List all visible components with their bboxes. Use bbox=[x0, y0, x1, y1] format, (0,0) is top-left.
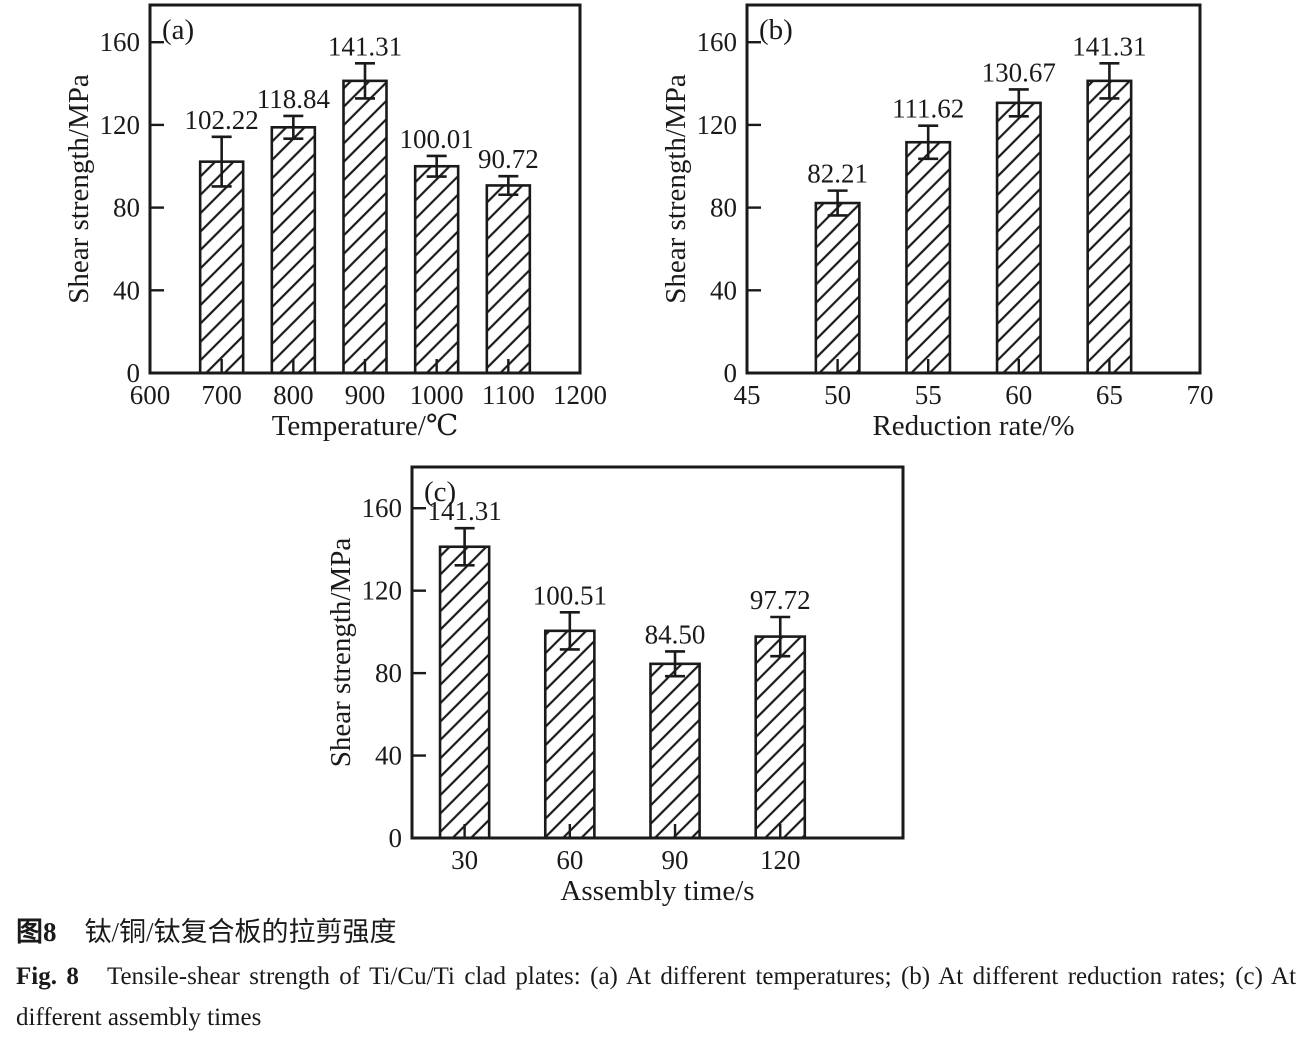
x-tick-label: 1200 bbox=[553, 380, 607, 410]
y-axis-title: Shear strength/MPa bbox=[330, 538, 357, 768]
x-tick-label: 90 bbox=[662, 845, 689, 875]
chart-b-reduction-rate: 82.21 111.62 130.67 141.31 45 50 55 60 65 70 0 40 80… bbox=[660, 3, 1214, 442]
y-axis-title: Shear strength/MPa bbox=[63, 74, 95, 304]
x-tick-label: 30 bbox=[451, 845, 478, 875]
bar bbox=[1086, 79, 1133, 375]
x-tick-label: 900 bbox=[345, 380, 386, 410]
bar-value-label: 141.31 bbox=[328, 31, 402, 61]
plot-frame bbox=[148, 3, 582, 375]
plot-frame bbox=[410, 465, 905, 840]
x-tick-label: 700 bbox=[201, 380, 242, 410]
bar-value-label: 118.84 bbox=[257, 84, 331, 114]
bar bbox=[438, 545, 491, 840]
x-tick-label: 45 bbox=[734, 380, 761, 410]
x-tick-label: 800 bbox=[273, 380, 314, 410]
x-tick-label: 60 bbox=[556, 845, 583, 875]
bar-value-label: 141.31 bbox=[427, 496, 501, 526]
chart-c-assembly-time: 141.31 100.51 84.50 97.72 30 60 90 120 0 40 80 120 1… bbox=[330, 465, 905, 907]
y-tick-label: 120 bbox=[100, 110, 141, 140]
panel-label: (c) bbox=[424, 476, 456, 508]
x-tick-label: 70 bbox=[1187, 380, 1214, 410]
figure-caption-en: Fig. 8 Tensile-shear strength of Ti/Cu/Ti… bbox=[16, 957, 1296, 1038]
bar bbox=[543, 629, 596, 840]
y-tick-label: 80 bbox=[375, 658, 402, 688]
bar-value-label: 82.21 bbox=[807, 159, 868, 189]
bar-value-label: 97.72 bbox=[750, 585, 811, 615]
figure-number-zh: 图8 bbox=[16, 917, 57, 947]
figure-number-en: Fig. 8 bbox=[16, 963, 79, 990]
bar bbox=[995, 101, 1042, 375]
x-tick-label: 1100 bbox=[482, 380, 535, 410]
bar bbox=[814, 201, 861, 375]
bar bbox=[270, 126, 317, 375]
y-tick-label: 120 bbox=[697, 110, 738, 140]
x-tick-label: 60 bbox=[1005, 380, 1032, 410]
y-tick-label: 160 bbox=[697, 27, 738, 57]
bar-value-label: 130.67 bbox=[982, 57, 1056, 87]
bar bbox=[413, 164, 460, 375]
panel-label: (b) bbox=[759, 14, 793, 46]
y-tick-label: 40 bbox=[710, 275, 737, 305]
plot-frame bbox=[745, 3, 1202, 375]
bar-value-label: 90.72 bbox=[478, 144, 539, 174]
bar-value-label: 84.50 bbox=[645, 619, 706, 649]
bar bbox=[905, 140, 952, 375]
x-tick-label: 55 bbox=[915, 380, 942, 410]
bar-value-label: 100.51 bbox=[533, 580, 607, 610]
bar bbox=[485, 184, 532, 375]
bar-value-label: 141.31 bbox=[1072, 31, 1146, 61]
y-tick-label: 80 bbox=[710, 193, 737, 223]
panel-label: (a) bbox=[162, 14, 194, 46]
x-tick-label: 1000 bbox=[410, 380, 464, 410]
y-axis-title: Shear strength/MPa bbox=[660, 74, 692, 304]
y-tick-label: 40 bbox=[375, 741, 402, 771]
x-axis-title: Assembly time/s bbox=[560, 875, 754, 907]
bar-value-label: 100.01 bbox=[400, 124, 474, 154]
y-tick-label: 120 bbox=[362, 576, 403, 606]
bar bbox=[754, 635, 807, 840]
x-axis-title: Temperature/℃ bbox=[272, 410, 459, 442]
bar-value-label: 102.22 bbox=[185, 105, 259, 135]
bar-value-label: 111.62 bbox=[892, 94, 964, 124]
bar bbox=[342, 79, 388, 375]
bar bbox=[198, 160, 245, 375]
y-tick-label: 160 bbox=[100, 27, 141, 57]
bar bbox=[649, 662, 701, 840]
x-axis-title: Reduction rate/% bbox=[872, 410, 1074, 442]
y-tick-label: 160 bbox=[362, 493, 403, 523]
x-tick-label: 120 bbox=[760, 845, 801, 875]
figure-caption-en-text: Tensile-shear strength of Ti/Cu/Ti clad … bbox=[16, 963, 1297, 1031]
y-tick-label: 80 bbox=[113, 193, 140, 223]
figure-caption-zh: 图8 钛/铜/钛复合板的拉剪强度 bbox=[16, 916, 1296, 950]
x-tick-label: 65 bbox=[1096, 380, 1123, 410]
y-tick-label: 40 bbox=[113, 275, 140, 305]
x-tick-label: 50 bbox=[824, 380, 851, 410]
y-tick-label: 0 bbox=[127, 358, 141, 388]
figure-caption-zh-text: 钛/铜/钛复合板的拉剪强度 bbox=[84, 917, 397, 947]
y-tick-label: 0 bbox=[724, 358, 738, 388]
y-tick-label: 0 bbox=[389, 823, 403, 853]
x-tick-label: 600 bbox=[130, 380, 171, 410]
